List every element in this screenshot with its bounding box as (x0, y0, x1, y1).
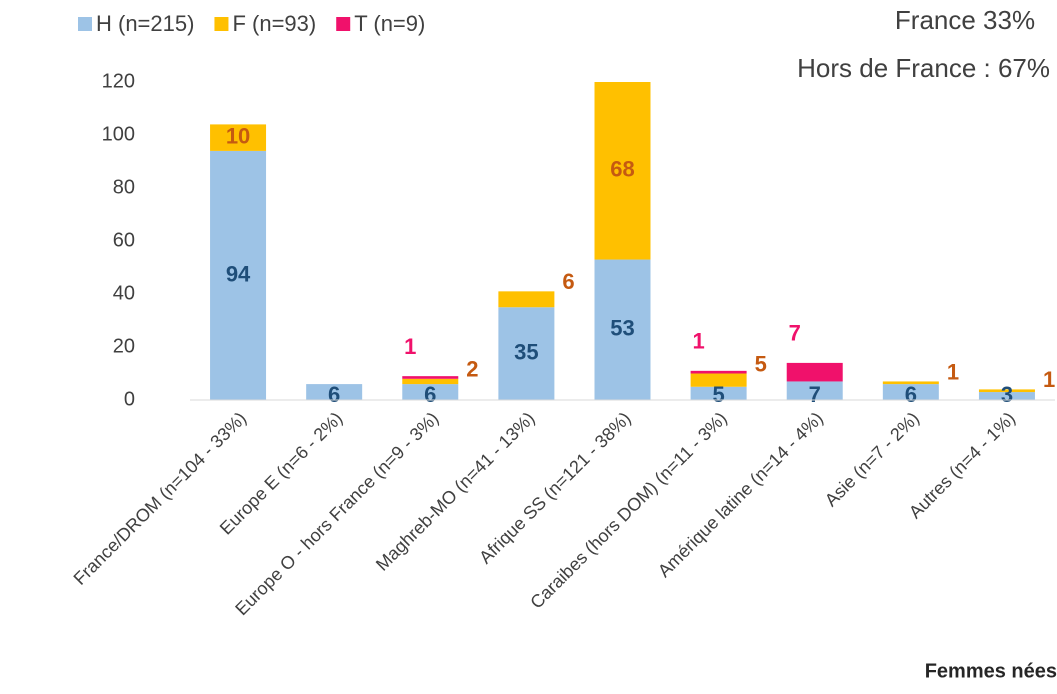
legend-label: H (n=215) (96, 11, 194, 36)
data-label: 6 (562, 269, 574, 294)
x-tick-label: France/DROM (n=104 - 33%) (70, 408, 251, 589)
bar-segment (402, 384, 459, 400)
bar-segment (786, 381, 843, 400)
bar-segment (882, 384, 939, 400)
y-tick-label: 60 (113, 229, 135, 251)
data-label: 10 (226, 123, 250, 148)
legend-label: F (n=93) (232, 11, 316, 36)
data-label: 35 (514, 339, 538, 364)
bar-segment (498, 291, 555, 308)
legend-swatch (336, 17, 351, 31)
data-label: 7 (809, 382, 821, 407)
x-tick-label: Maghreb-MO (n=41 - 13%) (372, 408, 539, 575)
bar-segment (978, 389, 1035, 393)
y-tick-label: 80 (113, 176, 135, 198)
bar-segment (690, 373, 747, 387)
data-label: 6 (328, 382, 340, 407)
data-label: 94 (226, 261, 251, 286)
legend-swatch (78, 17, 92, 31)
y-tick-label: 120 (102, 70, 135, 92)
bar-segment (594, 259, 651, 400)
data-label: 53 (610, 316, 634, 341)
annotation: Hors de France : 67% (797, 53, 1050, 83)
x-tick-label: Caraibes (hors DOM) (n=11 - 3%) (526, 408, 731, 613)
data-label: 1 (1043, 367, 1055, 392)
x-tick-label: Autres (n=4 - 1%) (905, 408, 1019, 522)
bar-segment (210, 150, 267, 400)
bar-segment (690, 370, 747, 374)
data-label: 7 (789, 321, 801, 346)
bar-segment (882, 381, 939, 385)
data-label: 2 (466, 357, 478, 382)
annotation: France 33% (895, 5, 1035, 35)
data-label: 5 (712, 382, 724, 407)
annotation: Femmes nées (925, 660, 1057, 682)
data-label: 5 (755, 351, 767, 376)
data-label: 1 (692, 329, 704, 354)
bar-segment (978, 392, 1035, 400)
bar-segment (690, 386, 747, 400)
bar-segment (210, 124, 267, 151)
y-tick-label: 0 (124, 388, 135, 410)
y-tick-label: 100 (102, 123, 135, 145)
legend-swatch (214, 17, 229, 31)
data-label: 1 (404, 334, 416, 359)
bar-segment (402, 378, 459, 385)
data-label: 1 (947, 359, 959, 384)
bar-segment (402, 376, 459, 379)
bar-segment (306, 384, 363, 400)
x-tick-label: Europe O - hors France (n=9 - 3%) (231, 408, 442, 619)
data-label: 3 (1001, 382, 1013, 407)
x-tick-label: Amérique latine (n=14 - 4%) (654, 408, 827, 581)
x-tick-label: Asie (n=7 - 2%) (821, 408, 923, 510)
bar-segment (498, 307, 555, 400)
bar-segment (594, 82, 651, 260)
data-label: 6 (905, 382, 917, 407)
legend-label: T (n=9) (354, 11, 425, 36)
data-label: 6 (424, 382, 436, 407)
bar-segment (786, 362, 843, 382)
x-tick-label: Afrique SS (n=121 - 38%) (475, 408, 635, 568)
y-tick-label: 40 (113, 282, 135, 304)
data-label: 68 (610, 157, 634, 182)
y-tick-label: 20 (113, 335, 135, 357)
